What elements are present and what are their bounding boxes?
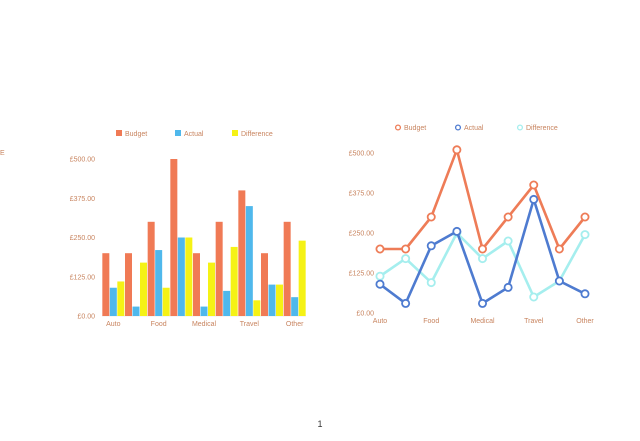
line-series-budget [380, 148, 587, 251]
bar-actual [177, 237, 185, 316]
bar-y-tick-label: £250.00 [70, 235, 95, 242]
bar-legend-label: Budget [125, 131, 147, 138]
bar-y-tick-label: £500.00 [70, 157, 95, 164]
bar-y-tick-label: £125.00 [70, 274, 95, 281]
line-y-tick-label: £250.00 [349, 231, 374, 238]
line-y-tick-label: £375.00 [349, 191, 374, 198]
line-point-difference [375, 271, 385, 281]
bar-budget [147, 221, 155, 316]
bar-legend-label: Actual [184, 131, 204, 138]
bar-legend-swatch [116, 130, 122, 136]
line-chart: £0.00 £125.00 £250.00 £375.00 £500.00 Auto Foo… [349, 124, 594, 325]
line-point-actual [452, 226, 462, 236]
line-point-actual [503, 282, 513, 292]
line-x-tick-label: Medical [470, 318, 495, 325]
bar-budget [261, 253, 268, 316]
line-legend-label: Budget [404, 125, 426, 132]
bar-budget [283, 221, 291, 316]
bar-actual [223, 290, 231, 316]
bar-x-tick-label: Medical [192, 321, 217, 328]
bar-chart: £0.00 £125.00 £250.00 £375.00 £500.00 Auto Foo… [70, 130, 306, 328]
line-legend-marker [516, 124, 524, 131]
page-number: 1 [317, 419, 323, 429]
bar-x-tick-label: Auto [106, 321, 121, 328]
bar-actual [268, 284, 276, 316]
line-point-budget [426, 212, 436, 222]
bar-legend-swatch [232, 130, 238, 136]
line-point-budget [401, 244, 411, 254]
line-point-difference [529, 292, 539, 302]
bar-budget [170, 159, 178, 316]
bar-difference [117, 281, 125, 316]
bar-x-tick-label: Travel [240, 321, 260, 328]
line-point-budget [580, 212, 590, 222]
bar-difference [253, 300, 261, 316]
line-point-difference [503, 236, 513, 246]
bar-difference [162, 287, 170, 316]
line-legend-marker [454, 124, 462, 131]
line-point-difference [401, 254, 411, 264]
bar-legend-label: Difference [241, 131, 273, 138]
bar-difference [230, 246, 238, 316]
bar-budget [193, 253, 200, 316]
bar-actual [200, 306, 208, 316]
line-point-budget [554, 244, 564, 254]
line-point-actual [529, 194, 539, 204]
line-point-budget [375, 244, 385, 254]
line-point-actual [426, 241, 436, 251]
line-point-difference [477, 254, 487, 264]
bar-difference [298, 240, 306, 316]
bar-difference [185, 237, 193, 316]
bar-budget [102, 253, 110, 316]
line-legend-label: Actual [464, 125, 484, 132]
bar-difference [276, 284, 283, 316]
line-point-budget [477, 244, 487, 254]
bar-actual [245, 206, 253, 316]
bar-budget [215, 221, 223, 316]
bar-actual [155, 250, 163, 316]
line-y-tick-label: £0.00 [356, 311, 374, 318]
line-y-tick-label: £500.00 [349, 151, 374, 158]
line-point-actual [401, 298, 411, 308]
line-point-difference [580, 230, 590, 240]
edge-text: E [0, 150, 5, 157]
line-point-actual [477, 298, 487, 308]
line-point-budget [529, 180, 539, 190]
line-x-tick-label: Other [576, 318, 594, 325]
line-point-actual [580, 289, 590, 299]
bar-difference [208, 262, 215, 316]
line-x-tick-label: Travel [524, 318, 544, 325]
line-point-budget [452, 145, 462, 155]
bar-y-tick-label: £375.00 [70, 196, 95, 203]
bar-legend-swatch [175, 130, 181, 136]
line-x-tick-label: Food [423, 318, 439, 325]
bar-difference [140, 262, 147, 316]
bar-x-tick-label: Food [151, 321, 167, 328]
bar-budget [125, 253, 132, 316]
bar-y-tick-label: £0.00 [77, 314, 95, 321]
bar-actual [291, 297, 299, 316]
line-point-budget [503, 212, 513, 222]
line-point-actual [554, 276, 564, 286]
bar-budget [238, 190, 246, 316]
bar-actual [109, 287, 117, 316]
line-legend-label: Difference [526, 125, 558, 132]
line-legend-marker [394, 124, 402, 131]
line-x-tick-label: Auto [373, 318, 388, 325]
line-y-tick-label: £125.00 [349, 271, 374, 278]
bar-actual [132, 306, 140, 316]
line-point-actual [375, 279, 385, 289]
line-point-difference [426, 278, 436, 288]
bar-x-tick-label: Other [286, 321, 304, 328]
